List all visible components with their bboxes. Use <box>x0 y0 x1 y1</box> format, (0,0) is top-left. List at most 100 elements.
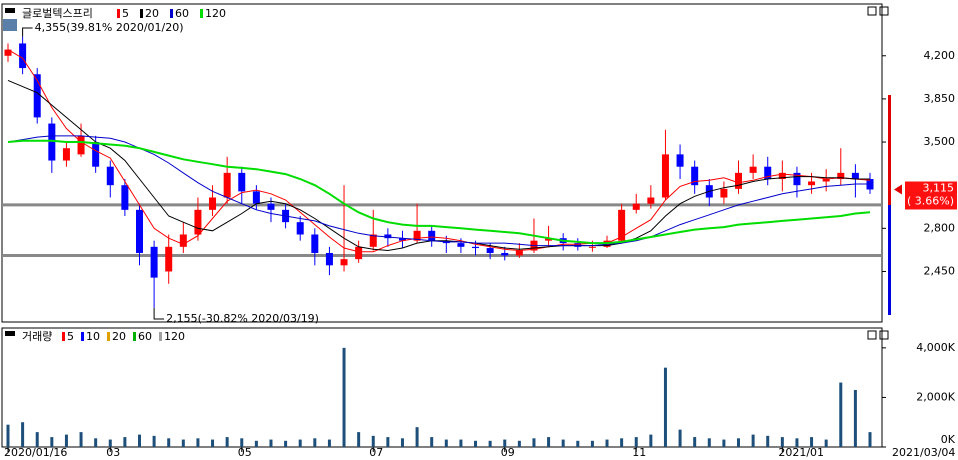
legend-label: 60 <box>138 330 152 343</box>
volume-bar <box>766 435 770 447</box>
volume-bar <box>64 434 68 447</box>
volume-panel <box>1 327 883 448</box>
volume-bar <box>707 438 711 447</box>
y-tick-label: 3,500 <box>924 135 956 148</box>
low-annotation: 2,155(-30.82% 2020/03/19) <box>166 312 319 325</box>
legend-swatch <box>62 332 65 341</box>
volume-bar <box>6 424 10 447</box>
volume-bar <box>503 439 507 447</box>
panel-icon[interactable] <box>5 8 15 13</box>
window-button[interactable] <box>867 6 877 16</box>
window-button[interactable] <box>879 6 889 16</box>
x-tick-label: 2021/03/04 <box>892 446 955 459</box>
volume-bar <box>313 438 317 447</box>
volume-bar <box>430 437 434 447</box>
y-tick-label: 2,000K <box>916 390 955 403</box>
legend-label: 20 <box>112 330 126 343</box>
legend-label: 5 <box>67 330 74 343</box>
moving-average <box>7 139 871 245</box>
legend-swatch <box>133 332 136 341</box>
candle-body <box>311 234 319 253</box>
x-tick-label: 05 <box>238 446 252 459</box>
volume-bar <box>824 439 828 447</box>
candle-body <box>793 172 801 186</box>
volume-bar <box>284 440 288 447</box>
volume-bar <box>795 438 799 447</box>
price-panel <box>1 3 883 323</box>
candle-body <box>457 243 465 247</box>
candle-body <box>822 179 830 182</box>
legend-swatch <box>140 9 143 18</box>
high-annotation: 4,355(39.81% 2020/01/20) <box>35 21 184 34</box>
candle-body <box>735 172 743 189</box>
volume-bar <box>123 437 127 447</box>
candle-body <box>486 248 494 253</box>
price-pointer <box>894 184 902 195</box>
volume-bar <box>576 440 580 447</box>
legend-swatch <box>81 332 84 341</box>
window-button[interactable] <box>867 330 877 340</box>
volume-bar <box>50 437 54 447</box>
volume-bar <box>722 439 726 447</box>
volume-bar <box>590 440 594 447</box>
volume-bar <box>780 437 784 447</box>
candle-body <box>33 74 41 118</box>
volume-bar <box>327 439 331 447</box>
candle-body <box>384 234 392 239</box>
candle-body <box>165 246 173 272</box>
candle-body <box>720 188 728 198</box>
candle-body <box>4 49 12 56</box>
legend-swatch <box>117 9 120 18</box>
volume-bar <box>357 432 361 447</box>
candle-body <box>837 172 845 180</box>
candle-body <box>252 191 260 204</box>
candle-body <box>691 166 699 186</box>
candle-body <box>574 243 582 247</box>
candle-body <box>749 166 757 173</box>
legend-swatch <box>170 9 173 18</box>
x-tick-label: 03 <box>106 446 120 459</box>
window-button[interactable] <box>879 330 889 340</box>
moving-average <box>7 135 870 247</box>
settings-icon[interactable] <box>3 19 17 31</box>
volume-bar <box>400 438 404 447</box>
range-bar <box>888 95 891 205</box>
x-tick-label: 11 <box>632 446 646 459</box>
volume-bar <box>225 437 229 447</box>
candle-body <box>19 43 27 69</box>
panel-icon[interactable] <box>5 331 15 336</box>
legend-swatch <box>107 332 110 341</box>
volume-bar <box>137 434 141 447</box>
candle-body <box>413 230 421 241</box>
candle-body <box>369 234 377 247</box>
candle-body <box>428 230 436 241</box>
candle-body <box>647 197 655 204</box>
y-tick-label: 4,000K <box>916 341 955 354</box>
volume-bar <box>459 439 463 447</box>
volume-bar <box>415 427 419 447</box>
candle-body <box>92 142 100 167</box>
candle-body <box>238 172 246 192</box>
candle-body <box>179 234 187 247</box>
candle-body <box>618 209 626 241</box>
candle-body <box>296 222 304 235</box>
volume-bar <box>649 434 653 447</box>
volume-bar <box>240 438 244 447</box>
legend-label: 10 <box>86 330 100 343</box>
candle-body <box>588 246 596 248</box>
x-tick-label: 07 <box>369 446 383 459</box>
volume-bar <box>561 439 565 447</box>
volume-bar <box>79 432 83 447</box>
x-tick-label: 2021/01 <box>778 446 824 459</box>
candle-body <box>764 166 772 180</box>
moving-average <box>7 79 870 252</box>
candle-body <box>808 181 816 186</box>
candle-body <box>778 172 786 180</box>
volume-bar <box>853 389 857 447</box>
candle-body <box>340 259 348 266</box>
candle-body <box>48 123 56 161</box>
candle-body <box>194 209 202 235</box>
y-tick-label: 4,200 <box>924 49 956 62</box>
y-tick-label: 2,800 <box>924 221 956 234</box>
